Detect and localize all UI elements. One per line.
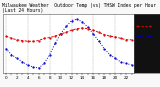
Text: Milwaukee Weather  Outdoor Temp (vs) THSW Index per Hour (Last 24 Hours): Milwaukee Weather Outdoor Temp (vs) THSW… — [2, 3, 156, 13]
